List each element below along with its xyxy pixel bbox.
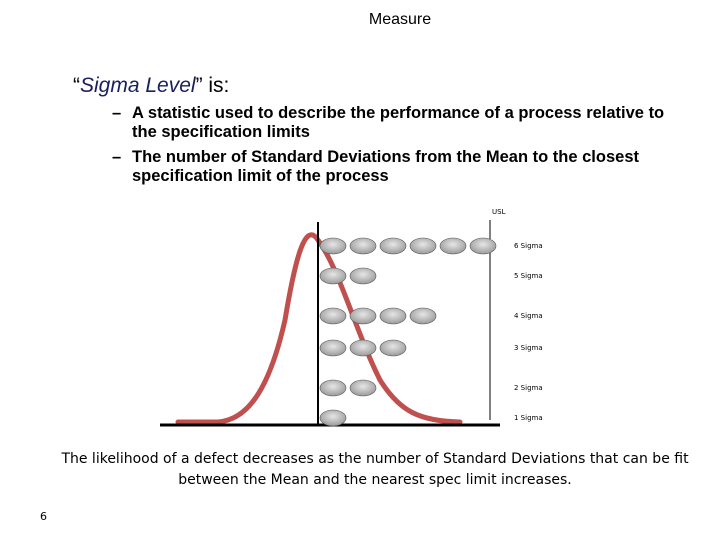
sigma-level-label: 4 Sigma [514,312,543,320]
heading-open-quote: “ [73,74,80,97]
sigma-ellipse [349,379,377,397]
bullet-list: – A statistic used to describe the perfo… [112,104,672,192]
page-number: 6 [40,510,47,523]
sigma-level-label: 5 Sigma [514,272,543,280]
sigma-ellipse [469,237,497,255]
bullet-text: A statistic used to describe the perform… [132,104,665,141]
heading-rest: ” is: [195,74,230,97]
sigma-ellipse [439,237,467,255]
bullet-text: The number of Standard Deviations from t… [132,148,639,185]
sigma-ellipse [349,307,377,325]
sigma-level-label: 6 Sigma [514,242,543,250]
sigma-ellipse [319,307,347,325]
bullet-item: – The number of Standard Deviations from… [112,148,672,186]
sigma-level-label: 2 Sigma [514,384,543,392]
sigma-ellipse [349,339,377,357]
sigma-ellipse [409,307,437,325]
sigma-ellipse [319,267,347,285]
usl-label: USL [492,208,506,216]
sigma-levels: 6 Sigma 5 Sigma 4 Sigma 3 Sigma 2 Sigma 1 Sig… [319,237,543,427]
sigma-ellipse [319,237,347,255]
bullet-dash: – [112,104,122,122]
slide-header: Measure [368,11,432,28]
sigma-ellipse [409,237,437,255]
bullet-dash: – [112,148,122,166]
heading-term: Sigma Level [80,74,196,97]
sigma-ellipse [379,339,407,357]
sigma-ellipse [319,409,347,427]
bullet-item: – A statistic used to describe the perfo… [112,104,672,142]
sigma-ellipse [379,237,407,255]
sigma-ellipse [379,307,407,325]
sigma-ellipse [319,379,347,397]
sigma-ellipse [349,267,377,285]
sigma-ellipse [319,339,347,357]
sigma-level-label: 3 Sigma [514,344,543,352]
sigma-ellipse [349,237,377,255]
caption: The likelihood of a defect decreases as … [61,451,689,488]
slide-heading: “Sigma Level” is: [73,74,229,98]
sigma-level-label: 1 Sigma [514,414,543,422]
